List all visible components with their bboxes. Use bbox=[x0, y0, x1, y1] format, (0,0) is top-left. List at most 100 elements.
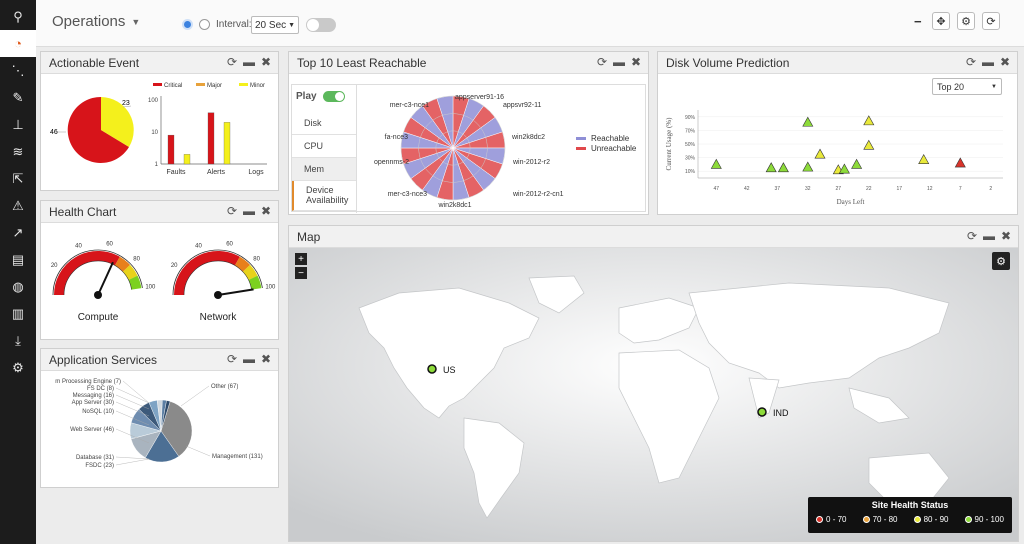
page-title-dropdown[interactable]: Operations ▼ bbox=[52, 13, 140, 30]
refresh-button[interactable]: ⟳ bbox=[982, 12, 1000, 30]
x-tick-label: 27 bbox=[836, 186, 842, 192]
legend-title: Site Health Status bbox=[871, 500, 949, 510]
close-icon[interactable]: ✖ bbox=[999, 55, 1011, 69]
zoom-in-button[interactable]: + bbox=[295, 253, 307, 265]
tab-cpu[interactable]: CPU bbox=[292, 135, 356, 158]
scatter-point[interactable] bbox=[863, 139, 875, 150]
health-chart-panel: Health Chart ⟳ ▬ ✖ 20 40 60 80 100 Compute 20 40 6… bbox=[40, 200, 279, 340]
close-icon[interactable]: ✖ bbox=[630, 55, 642, 69]
sidebar-item-dashboard[interactable]: ◔ bbox=[0, 30, 36, 57]
minimize-icon[interactable]: ▬ bbox=[243, 204, 255, 218]
sidebar-item-analytics[interactable]: ↗ bbox=[0, 219, 36, 246]
close-icon[interactable]: ✖ bbox=[260, 204, 272, 218]
minimize-all-icon[interactable]: − bbox=[914, 14, 922, 29]
refresh-icon[interactable]: ⟳ bbox=[596, 55, 608, 69]
sidebar-item-export[interactable]: ⇱ bbox=[0, 165, 36, 192]
close-icon[interactable]: ✖ bbox=[1000, 229, 1012, 243]
refresh-icon[interactable]: ⟳ bbox=[226, 55, 238, 69]
panel-header: Application Services ⟳ ▬ ✖ bbox=[41, 349, 278, 371]
move-button[interactable]: ✥ bbox=[932, 12, 950, 30]
sidebar-item-alert[interactable]: ⚠ bbox=[0, 192, 36, 219]
y-tick-label: 90% bbox=[685, 115, 696, 121]
edit-icon: ✎ bbox=[12, 89, 24, 105]
scatter-point[interactable] bbox=[710, 158, 722, 169]
map-marker-us[interactable]: US bbox=[427, 364, 456, 375]
gauge-needle bbox=[97, 261, 114, 296]
legend-label: 90 - 100 bbox=[974, 515, 1004, 524]
scatter-point[interactable] bbox=[802, 161, 814, 172]
scatter-point[interactable] bbox=[777, 162, 789, 173]
minimize-icon[interactable]: ▬ bbox=[243, 352, 255, 366]
legend-label: 80 - 90 bbox=[923, 515, 949, 524]
minimize-icon[interactable]: ▬ bbox=[243, 55, 255, 69]
zoom-out-button[interactable]: − bbox=[295, 267, 307, 279]
landmass-europe bbox=[618, 297, 700, 344]
sidebar-item-document[interactable]: ▥ bbox=[0, 300, 36, 327]
gauge-label: Compute bbox=[78, 312, 119, 323]
tab-list: Play Disk CPU Mem Device Availability bbox=[292, 85, 357, 213]
sidebar-item-layers[interactable]: ≋ bbox=[0, 138, 36, 165]
export-icon: ⇱ bbox=[12, 170, 24, 186]
scatter-point[interactable] bbox=[765, 162, 777, 173]
tab-device-availability[interactable]: Device Availability bbox=[292, 181, 356, 211]
minimize-icon[interactable]: ▬ bbox=[613, 55, 625, 69]
scatter-point[interactable] bbox=[863, 115, 875, 126]
interval-radio-on[interactable] bbox=[182, 19, 193, 30]
sidebar-item-globe[interactable]: ◍ bbox=[0, 273, 36, 300]
landmass-asia bbox=[688, 282, 950, 389]
layers-icon: ≋ bbox=[12, 143, 24, 159]
close-icon[interactable]: ✖ bbox=[260, 55, 272, 69]
minimize-icon[interactable]: ▬ bbox=[982, 55, 994, 69]
refresh-icon[interactable]: ⟳ bbox=[226, 204, 238, 218]
play-switch[interactable] bbox=[322, 91, 345, 102]
top-select[interactable]: Top 20 ▼ bbox=[932, 78, 1002, 95]
scatter-point[interactable] bbox=[954, 157, 966, 168]
y-tick-label: 100 bbox=[148, 98, 159, 104]
sidebar-item-deploy[interactable]: ⤓ bbox=[0, 327, 36, 354]
world-map[interactable]: US IND bbox=[289, 248, 1018, 541]
pie-label: FSDC (23) bbox=[85, 463, 114, 469]
toggle-switch[interactable] bbox=[306, 18, 336, 32]
play-toggle[interactable]: Play bbox=[296, 91, 345, 102]
sidebar-item-sitemap[interactable]: ⚲ bbox=[0, 3, 36, 30]
scatter-point[interactable] bbox=[802, 116, 814, 127]
legend-dot bbox=[913, 516, 921, 523]
tab-disk[interactable]: Disk bbox=[292, 112, 356, 135]
gauge-tick-label: 40 bbox=[75, 244, 82, 250]
marker-label: US bbox=[443, 365, 456, 375]
gauge-tick-label: 60 bbox=[106, 241, 113, 247]
legend-item: 80 - 90 bbox=[913, 515, 949, 524]
scatter-point[interactable] bbox=[838, 163, 850, 174]
close-icon[interactable]: ✖ bbox=[260, 352, 272, 366]
interval-radio-off[interactable] bbox=[199, 19, 210, 30]
minimize-icon[interactable]: ▬ bbox=[983, 229, 995, 243]
refresh-icon[interactable]: ⟳ bbox=[226, 352, 238, 366]
tab-label: Mem bbox=[304, 164, 324, 174]
refresh-icon[interactable]: ⟳ bbox=[965, 55, 977, 69]
top-toolbar: Operations ▼ Interval: 20 Sec ▼ − ✥ ⚙ ⟳ bbox=[36, 0, 1024, 47]
pie-label: Web Server (46) bbox=[70, 427, 114, 433]
panel-title: Map bbox=[297, 229, 321, 244]
tab-mem[interactable]: Mem bbox=[292, 158, 356, 181]
x-tick-label: Alerts bbox=[207, 169, 225, 176]
map-settings-button[interactable]: ⚙ bbox=[992, 252, 1010, 270]
landmass-south-america bbox=[463, 417, 525, 519]
sidebar-item-settings[interactable]: ⚙ bbox=[0, 354, 36, 381]
settings-button[interactable]: ⚙ bbox=[957, 12, 975, 30]
x-tick-label: Logs bbox=[248, 169, 264, 176]
panel-header: Health Chart ⟳ ▬ ✖ bbox=[41, 201, 278, 223]
scatter-point[interactable] bbox=[851, 158, 863, 169]
sidebar-item-edit[interactable]: ✎ bbox=[0, 84, 36, 111]
sidebar-item-reports[interactable]: ▤ bbox=[0, 246, 36, 273]
sidebar-item-network[interactable]: ⋱ bbox=[0, 57, 36, 84]
pie-label-right: 23 bbox=[122, 100, 130, 107]
sidebar-item-hierarchy[interactable]: ⊥ bbox=[0, 111, 36, 138]
scatter-point[interactable] bbox=[918, 154, 930, 164]
pie-label: FS DC (8) bbox=[87, 386, 114, 392]
gauge-tick-label: 20 bbox=[51, 263, 58, 269]
interval-select[interactable]: 20 Sec ▼ bbox=[251, 16, 299, 34]
map-marker-ind[interactable]: IND bbox=[757, 407, 789, 418]
refresh-icon[interactable]: ⟳ bbox=[966, 229, 978, 243]
scatter-point[interactable] bbox=[814, 148, 826, 159]
x-tick-label: 32 bbox=[805, 186, 811, 192]
